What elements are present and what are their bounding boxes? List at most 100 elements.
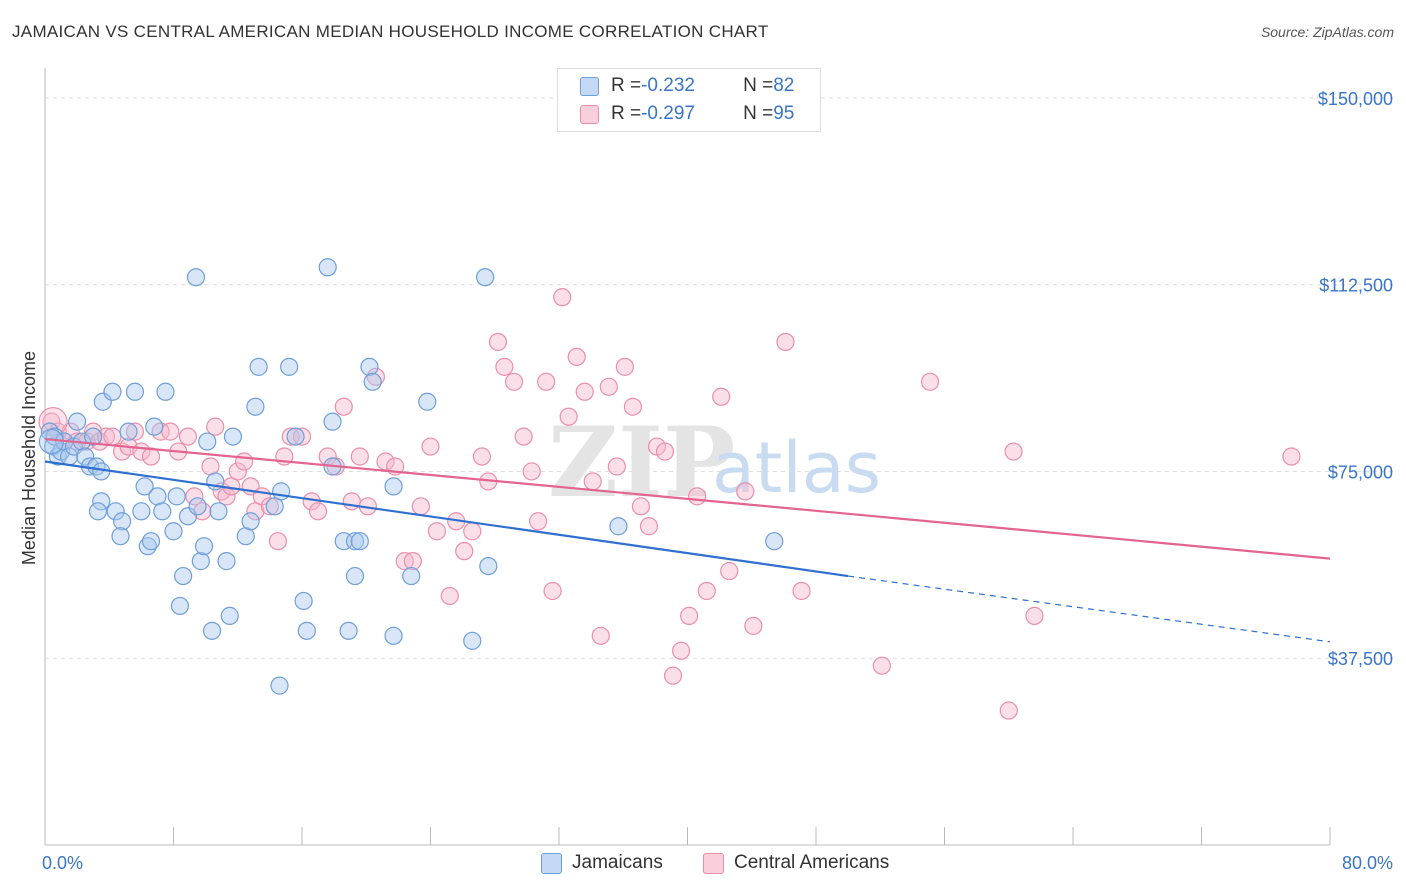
jamaican-point	[360, 357, 379, 376]
central-american-point	[720, 561, 739, 581]
legend-r-label: R =	[611, 103, 642, 124]
jamaican-point	[167, 487, 186, 506]
central-american-point	[125, 422, 145, 441]
jamaican-point	[68, 412, 87, 431]
axes	[44, 68, 1331, 846]
central-american-point	[671, 641, 691, 660]
central-american-point	[792, 581, 811, 601]
chart-source: Source: ZipAtlas.com	[1260, 24, 1394, 40]
central-american-point	[736, 482, 755, 501]
jamaican-point	[141, 532, 161, 551]
central-american-point	[567, 347, 586, 367]
central-american-point	[583, 472, 602, 491]
jamaicans-trend-line	[44, 460, 849, 578]
central-american-point	[680, 606, 699, 625]
legend-row-jamaicans: R = -0.232 N = 82	[580, 73, 794, 99]
central-american-point	[529, 512, 548, 531]
central-american-point	[599, 377, 618, 396]
central-american-point	[663, 666, 683, 685]
central-american-point	[403, 552, 422, 571]
central-american-point	[999, 701, 1018, 720]
y-tick-label: $37,500	[1328, 649, 1393, 669]
central-american-point	[463, 522, 482, 541]
legend-n-label: N =	[743, 75, 774, 96]
jamaican-point	[345, 532, 365, 551]
central-american-point	[235, 452, 254, 471]
jamaican-point	[223, 427, 243, 446]
bottom-legend-jamaicans: Jamaicans	[541, 852, 663, 874]
jamaican-point	[93, 392, 112, 411]
jamaican-point	[119, 422, 138, 441]
watermark-atlas: atlas	[712, 427, 881, 509]
central-american-point	[639, 517, 659, 536]
jamaican-point	[132, 502, 151, 521]
jamaican-point	[241, 512, 260, 531]
legend-n-value: 82	[773, 75, 795, 96]
legend-row-central-americans: R = -0.297 N = 95	[580, 101, 794, 127]
legend-r-value: -0.297	[641, 103, 695, 124]
jamaican-point	[84, 427, 103, 446]
jamaican-point	[135, 477, 154, 496]
jamaican-point	[286, 427, 305, 446]
bottom-legend-central-americans: Central Americans	[703, 852, 889, 874]
central-american-point	[1282, 447, 1301, 466]
central-american-point	[472, 447, 491, 466]
central-american-point	[514, 427, 533, 446]
jamaican-point	[294, 591, 313, 611]
central-american-point	[342, 492, 361, 511]
legend-swatch-blue	[580, 76, 599, 96]
central-american-point	[334, 397, 353, 416]
jamaican-point	[194, 537, 214, 556]
jamaican-point	[463, 631, 482, 650]
central-american-point	[607, 457, 626, 476]
jamaican-point	[198, 432, 217, 451]
central-american-cluster-point	[38, 407, 68, 437]
jamaican-point	[220, 606, 239, 625]
jamaican-point	[112, 512, 132, 531]
central-american-point	[688, 487, 707, 506]
central-american-point	[495, 357, 514, 376]
central-american-point	[631, 497, 651, 516]
jamaican-point	[217, 552, 236, 571]
central-american-point	[161, 422, 180, 441]
jamaican-point	[186, 268, 206, 287]
legend-r-label: R =	[611, 75, 642, 96]
legend-swatch-pink	[580, 104, 599, 124]
jamaican-point	[246, 397, 265, 416]
jamaican-point	[280, 357, 299, 376]
central-american-point	[292, 427, 312, 446]
x-tick-label: 80.0%	[1342, 853, 1393, 873]
jamaicans-points	[38, 258, 784, 695]
central-american-point	[178, 427, 198, 446]
jamaican-point	[202, 621, 222, 640]
central-american-point	[537, 372, 556, 391]
central-american-point	[697, 581, 716, 601]
central-american-point	[744, 616, 763, 635]
central-american-point	[308, 502, 328, 521]
central-american-point	[615, 357, 634, 376]
jamaican-point	[92, 492, 111, 511]
jamaican-point	[111, 527, 130, 546]
jamaican-point	[318, 258, 337, 277]
jamaican-point	[323, 412, 342, 431]
central-american-point	[623, 397, 642, 416]
legend-n-value: 95	[773, 103, 795, 124]
jamaican-point	[609, 517, 628, 536]
central-american-point	[504, 372, 524, 391]
jamaican-point	[402, 566, 421, 586]
x-tick-label: 0.0%	[42, 853, 83, 873]
jamaican-point	[384, 477, 403, 496]
jamaicans-trend-line-extension	[848, 575, 1331, 643]
central-american-point	[427, 522, 447, 541]
central-american-point	[103, 427, 122, 446]
jamaican-point	[188, 497, 207, 516]
central-american-point	[553, 288, 572, 307]
jamaican-point	[384, 626, 403, 645]
central-american-point	[559, 407, 578, 426]
y-tick-label: $75,000	[1328, 462, 1393, 482]
central-american-point	[260, 497, 279, 516]
jamaican-point	[272, 482, 291, 501]
y-axis-label: Median Household Income	[19, 351, 39, 565]
y-tick-label: $150,000	[1318, 89, 1393, 109]
